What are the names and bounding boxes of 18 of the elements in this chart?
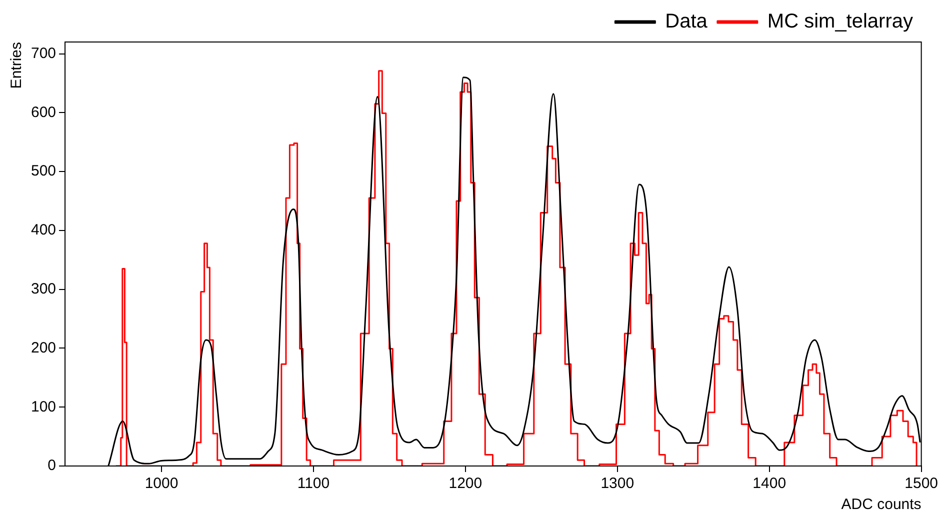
y-tick-label: 100 bbox=[30, 398, 56, 416]
y-tick-label: 300 bbox=[30, 280, 56, 298]
y-tick-label: 700 bbox=[30, 44, 56, 62]
y-tick-label: 500 bbox=[30, 162, 56, 180]
legend-label: MC sim_telarray bbox=[767, 10, 913, 33]
x-tick-label: 1200 bbox=[448, 475, 482, 492]
y-tick-label: 0 bbox=[48, 457, 56, 474]
x-tick-label: 1100 bbox=[297, 475, 330, 492]
legend-label: Data bbox=[665, 10, 708, 33]
y-tick-label: 200 bbox=[30, 339, 56, 356]
x-tick-label: 1400 bbox=[752, 475, 786, 492]
x-tick-label: 1300 bbox=[600, 475, 634, 492]
y-tick-label: 600 bbox=[30, 104, 56, 121]
y-axis-title: Entries bbox=[8, 42, 26, 89]
x-tick-label: 1500 bbox=[904, 475, 938, 492]
y-tick-label: 400 bbox=[30, 222, 56, 239]
x-tick-label: 1000 bbox=[144, 475, 178, 492]
x-axis-title: ADC counts bbox=[841, 496, 922, 514]
